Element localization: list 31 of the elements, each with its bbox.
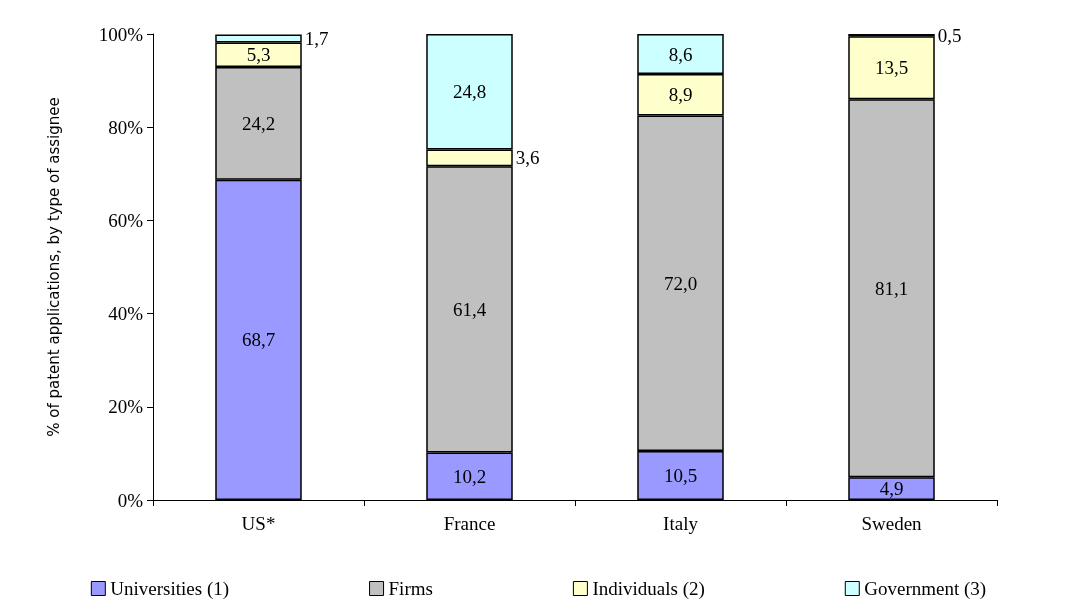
data-label: 8,6 [668, 43, 693, 65]
x-tick-label: France [443, 513, 496, 534]
data-label: 5,3 [246, 44, 271, 66]
x-tick-label: Sweden [861, 513, 923, 534]
x-tick-label: Italy [663, 513, 699, 534]
y-tick-label: 80% [108, 116, 144, 138]
data-label: 24,2 [241, 112, 276, 134]
data-label: 8,9 [668, 84, 693, 106]
data-label: 13,5 [874, 57, 909, 79]
data-label: 72,0 [663, 272, 698, 294]
data-label: 61,4 [452, 298, 487, 320]
data-label: 4,9 [879, 478, 904, 500]
legend-label: Firms [388, 578, 433, 599]
data-label: 10,2 [452, 465, 487, 487]
data-label: 10,5 [663, 465, 698, 487]
y-tick-label: 100% [98, 23, 144, 45]
y-tick-label: 20% [108, 396, 144, 418]
data-label: 24,8 [452, 81, 487, 103]
legend-label: Government (3) [864, 578, 987, 600]
data-label: 1,7 [304, 27, 329, 49]
legend-label: Individuals (2) [592, 578, 705, 600]
y-tick-label: 40% [108, 303, 144, 325]
data-label: 0,5 [937, 24, 962, 46]
y-tick-label: 0% [117, 489, 144, 511]
data-label: 3,6 [515, 147, 540, 169]
y-tick-label: 60% [108, 209, 144, 231]
legend-label: Universities (1) [110, 578, 230, 600]
data-label: 81,1 [874, 277, 909, 299]
y-axis-title: % of patent applications, by type of assignee [44, 97, 63, 437]
data-label: 68,7 [241, 329, 276, 351]
x-tick-label: US* [241, 513, 276, 534]
